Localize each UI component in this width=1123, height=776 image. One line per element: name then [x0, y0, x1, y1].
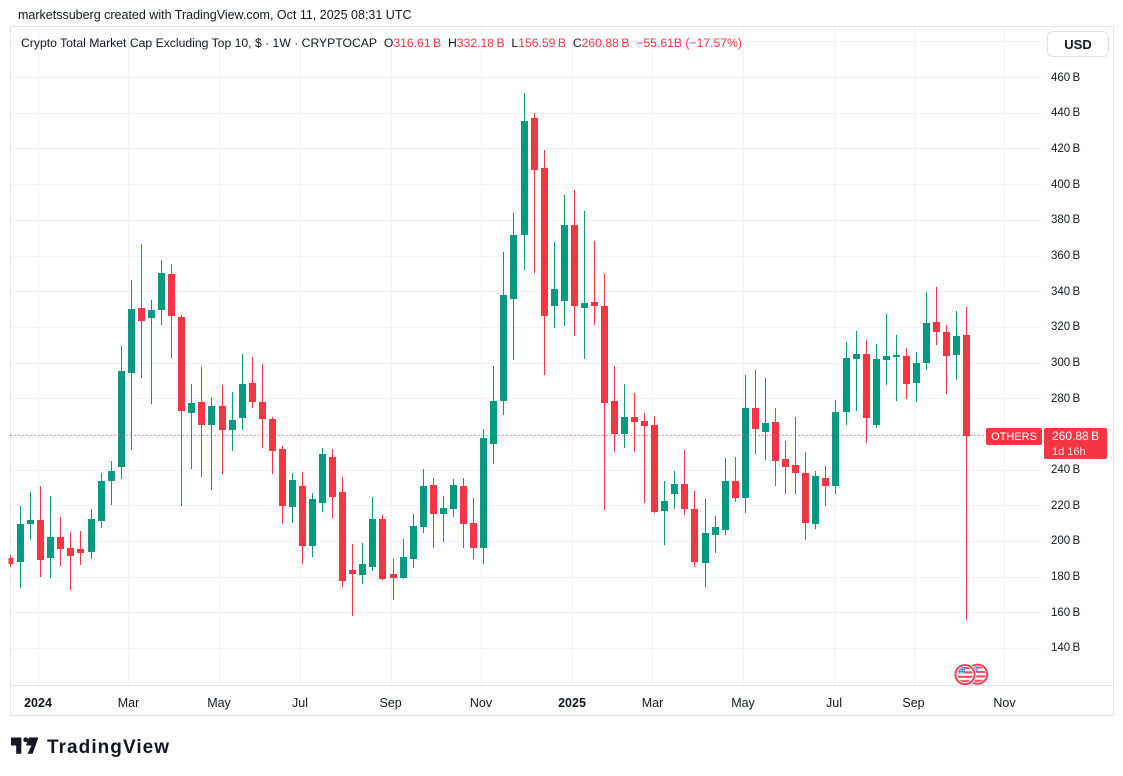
- svg-text:TradingView: TradingView: [47, 737, 170, 757]
